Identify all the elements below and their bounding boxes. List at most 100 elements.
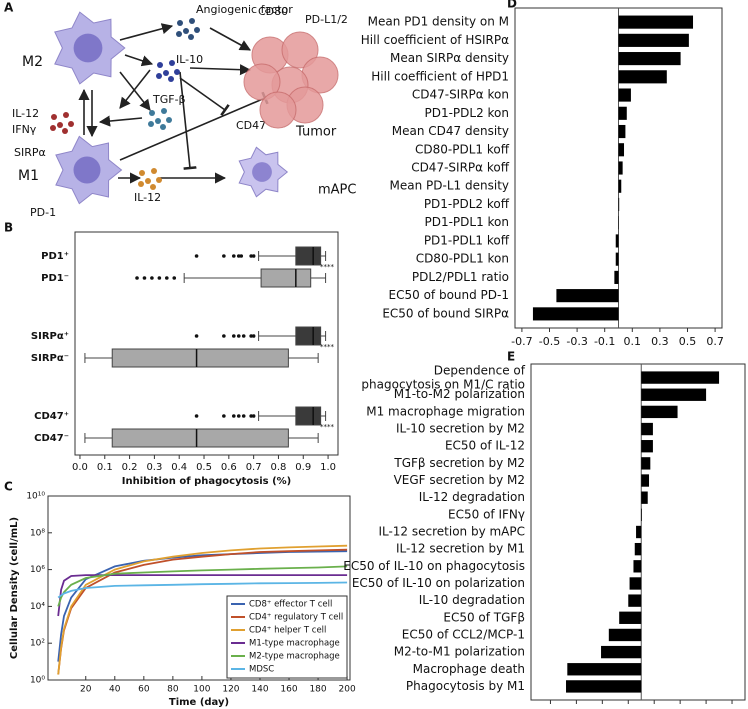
outlier [165,276,169,280]
diagram-label: Angiogenic factor [196,3,293,16]
nucleus [73,33,103,63]
bar [641,440,653,453]
x-tick-label: 0.0 [72,462,88,473]
bar [618,197,620,212]
y-tick-label: VEGF secretion by M2 [394,473,525,487]
x-tick-label: 0.5 [697,707,715,709]
bar [601,645,642,659]
outlier [135,276,139,280]
cytokine [145,178,151,184]
x-tick-label: -0.3 [592,707,613,709]
bar [618,124,626,139]
bar [618,15,694,29]
x-tick-label: 0.5 [679,335,697,348]
nucleus [73,156,101,184]
bar [615,252,619,266]
outlier [236,334,241,338]
outlier [231,334,236,338]
bar [618,161,623,175]
bar [636,525,642,539]
cytokine [163,70,169,76]
x-tick-label: 0.1 [624,335,642,348]
x-tick-label: 60 [138,685,150,695]
legend-label: M2-type macrophage [249,652,340,662]
outlier [172,276,177,280]
x-tick-label: -0.1 [618,707,639,709]
series-line [57,544,348,675]
x-tick-label: 0.1 [97,462,113,473]
nucleus [252,162,272,182]
y-tick-label: Macrophage death [413,662,525,676]
y-tick-label: M2-to-M1 polarization [394,645,525,659]
y-tick-label: Mean PD-L1 density [390,179,509,193]
diagram-label: IL-12 [134,191,161,204]
y-tick-label: 10² [30,639,45,649]
bar [566,680,642,693]
y-tick-label: M1-to-M2 polarization [394,387,525,401]
box [295,246,322,266]
x-tick-label: 0.7 [723,707,741,709]
cytokine [150,184,156,190]
cytokine [63,112,69,118]
x-tick-label: 0.9 [295,462,311,473]
outlier [251,254,256,258]
x-tick-label: 20 [80,685,92,695]
bar [618,33,689,47]
outlier [142,276,147,280]
outlier [194,254,199,258]
y-tick-label: SIRPα⁻ [31,353,69,364]
diagram-label: M2 [22,54,43,70]
bar [628,594,642,607]
diagram-label: M1 [18,168,39,184]
x-tick-label: 180 [309,685,326,695]
y-tick-label: IL-12 secretion by M1 [396,542,525,556]
bar [641,457,651,470]
legend-label: CD8⁺ effector T cell [249,600,332,610]
arrows [78,23,269,184]
plot-frame [74,231,339,456]
outlier [249,334,253,338]
bar [633,560,642,573]
y-tick-label: 10¹⁰ [26,492,45,502]
bar [641,422,653,436]
y-tick-label: 10⁶ [30,565,45,575]
y-tick-label: PD1-PDL1 kon [424,215,509,229]
outlier [249,254,253,258]
panel-label: B [4,221,13,235]
panel-label: E [507,350,515,364]
x-tick-label: -0.7 [511,335,532,348]
outlier [222,414,226,418]
outlier [249,414,253,418]
outlier [194,334,199,338]
bar [614,270,619,284]
tumor-cell [243,63,281,101]
diagram-label: SIRPα [14,146,46,159]
cytokine [183,28,189,34]
outlier [194,414,199,418]
x-tick-label: 140 [251,685,268,695]
outlier [222,254,226,258]
box [111,348,289,368]
cytokine [156,73,162,79]
x-tick-label: 40 [109,685,121,695]
y-axis-label: Cellular Density (cell/mL) [9,517,20,659]
cytokine [176,31,182,37]
plot-frame [47,495,351,681]
y-tick-label: CD47⁺ [34,411,69,422]
bar [641,474,650,487]
x-tick-label: -0.1 [594,335,615,348]
box [295,326,322,346]
cytokine [156,177,162,183]
bar [615,234,619,248]
y-tick-label: EC50 of IFNγ [448,507,525,521]
y-tick-label: EC50 of bound SIRPα [382,306,509,320]
bar [532,307,619,321]
y-tick-label: EC50 of CCL2/MCP-1 [402,627,525,641]
bar [634,542,642,556]
diagram: A Angiogenic factor CD80 PD-L1/2 M2 IL-1… [4,1,356,220]
outlier [236,254,241,258]
cytokine [68,121,74,127]
significance: **** [320,343,335,351]
